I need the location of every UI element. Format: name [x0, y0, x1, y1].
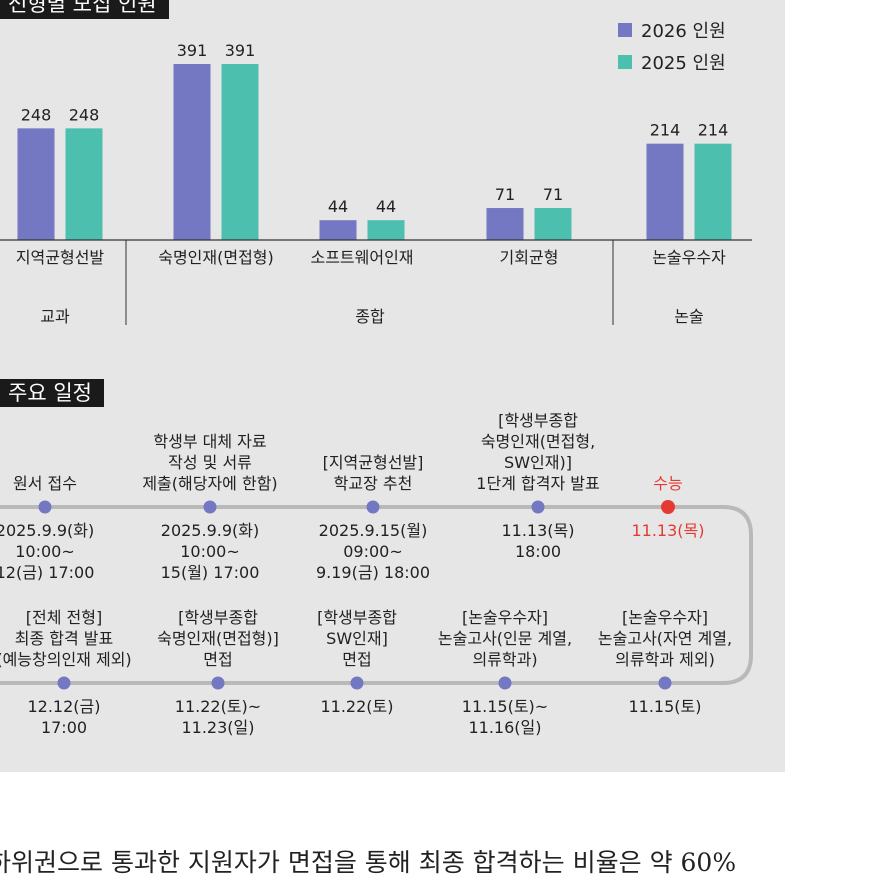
- event-label-2-0: [전체 전형] 최종 합격 발표 (예능창의인재 제외): [0, 608, 132, 669]
- bar-2026-2: [319, 220, 357, 240]
- legend-swatch-2025: [618, 55, 632, 69]
- article-text: 하위권으로 통과한 지원자가 면접을 통해 최종 합격하는 비율은 약 60%: [0, 848, 737, 877]
- timeline-track: [0, 500, 753, 690]
- event-label-1-1: 학생부 대체 자료 작성 및 서류 제출(해당자에 한함): [142, 432, 278, 493]
- timeline-dot-1-3: [531, 500, 545, 514]
- bar-2025-2: [367, 220, 405, 240]
- data-label-2026-1: 391: [177, 41, 208, 60]
- bar-2026-0: [17, 128, 55, 240]
- category-label-0: 지역균형선발: [16, 248, 105, 267]
- event-date-2-3: 11.15(토)~ 11.16(일): [461, 697, 549, 737]
- bar-2026-1: [173, 64, 211, 240]
- event-date-1-2: 2025.9.15(월) 09:00~ 9.19(금) 18:00: [315, 521, 431, 582]
- event-label-1-0: 원서 접수: [13, 474, 77, 493]
- category-label-1: 숙명인재(면접형): [158, 248, 274, 267]
- bar-chart: 248 248 지역균형선발 391 391 숙명인재(면접형) 44 44 소프트웨어인재 71…: [0, 41, 752, 326]
- timeline-dot-2-1: [211, 676, 225, 690]
- timeline-path: [0, 505, 753, 685]
- event-date-2-0: 12.12(금) 17:00: [27, 697, 101, 737]
- category-label-3: 기회균형: [500, 248, 559, 267]
- schedule-section-header: 주요 일정: [0, 379, 104, 407]
- data-label-2026-3: 71: [495, 185, 515, 204]
- chart-section-header: 전형별 모집 인원: [0, 0, 169, 19]
- bar-2025-1: [221, 64, 259, 240]
- data-label-2026-0: 248: [21, 105, 52, 124]
- infographic-panel: 전형별 모집 인원 248 248 지역균형선발 391 391 숙명인재(면접형) 44 4…: [0, 0, 785, 772]
- event-date-1-1: 2025.9.9(화) 10:00~ 15(월) 17:00: [160, 521, 260, 582]
- event-date-1-0: 2025.9.9(화) 10:00~ 12(금) 17:00: [0, 521, 95, 582]
- event-date-2-1: 11.22(토)~ 11.23(일): [174, 697, 262, 737]
- event-label-1-2: [지역균형선발] 학교장 추천: [322, 453, 424, 493]
- event-label-1-4: 수능: [653, 474, 683, 493]
- data-label-2025-4: 214: [698, 121, 729, 140]
- data-label-2026-4: 214: [650, 121, 681, 140]
- data-label-2025-3: 71: [543, 185, 563, 204]
- timeline-dot-1-1: [203, 500, 217, 514]
- bar-2025-3: [534, 208, 572, 240]
- group-label-2: 논술: [674, 307, 703, 326]
- group-label-1: 종합: [355, 307, 385, 326]
- timeline-dot-1-2: [366, 500, 380, 514]
- event-date-2-2: 11.22(토): [320, 697, 394, 716]
- legend-swatch-2026: [618, 23, 632, 37]
- event-label-2-2: [학생부종합 SW인재] 면접: [317, 608, 397, 669]
- event-label-2-1: [학생부종합 숙명인재(면접형)] 면접: [157, 608, 279, 669]
- bar-2025-4: [694, 143, 732, 240]
- event-date-1-4: 11.13(목): [631, 521, 705, 540]
- timeline-dot-2-4: [658, 676, 672, 690]
- event-label-1-3: [학생부종합 숙명인재(면접형, SW인재)] 1단계 합격자 발표: [476, 411, 600, 493]
- legend-label-2026: 2026 인원: [641, 21, 726, 42]
- legend-label-2025: 2025 인원: [641, 53, 726, 74]
- event-label-2-3: [논술우수자] 논술고사(인문 계열, 의류학과): [437, 608, 573, 669]
- event-date-1-3: 11.13(목) 18:00: [501, 521, 575, 561]
- event-date-2-4: 11.15(토): [628, 697, 702, 716]
- category-label-4: 논술우수자: [652, 248, 726, 267]
- data-label-2025-1: 391: [225, 41, 256, 60]
- timeline-dot-2-0: [57, 676, 71, 690]
- timeline-dot-2-3: [498, 676, 512, 690]
- data-label-2025-0: 248: [69, 105, 100, 124]
- bar-2025-0: [65, 128, 103, 240]
- timeline-dot-1-0: [38, 500, 52, 514]
- legend-2026: 2026 인원: [618, 17, 726, 43]
- category-label-2: 소프트웨어인재: [310, 248, 413, 267]
- event-label-2-4: [논술우수자] 논술고사(자연 계열, 의류학과 제외): [597, 608, 733, 669]
- bar-2026-3: [486, 208, 524, 240]
- data-label-2026-2: 44: [328, 197, 348, 216]
- data-label-2025-2: 44: [376, 197, 396, 216]
- timeline-dot-1-4: [661, 500, 675, 514]
- legend-2025: 2025 인원: [618, 49, 726, 75]
- bar-2026-4: [646, 143, 684, 240]
- group-label-0: 교과: [40, 307, 70, 326]
- timeline-dot-2-2: [350, 676, 364, 690]
